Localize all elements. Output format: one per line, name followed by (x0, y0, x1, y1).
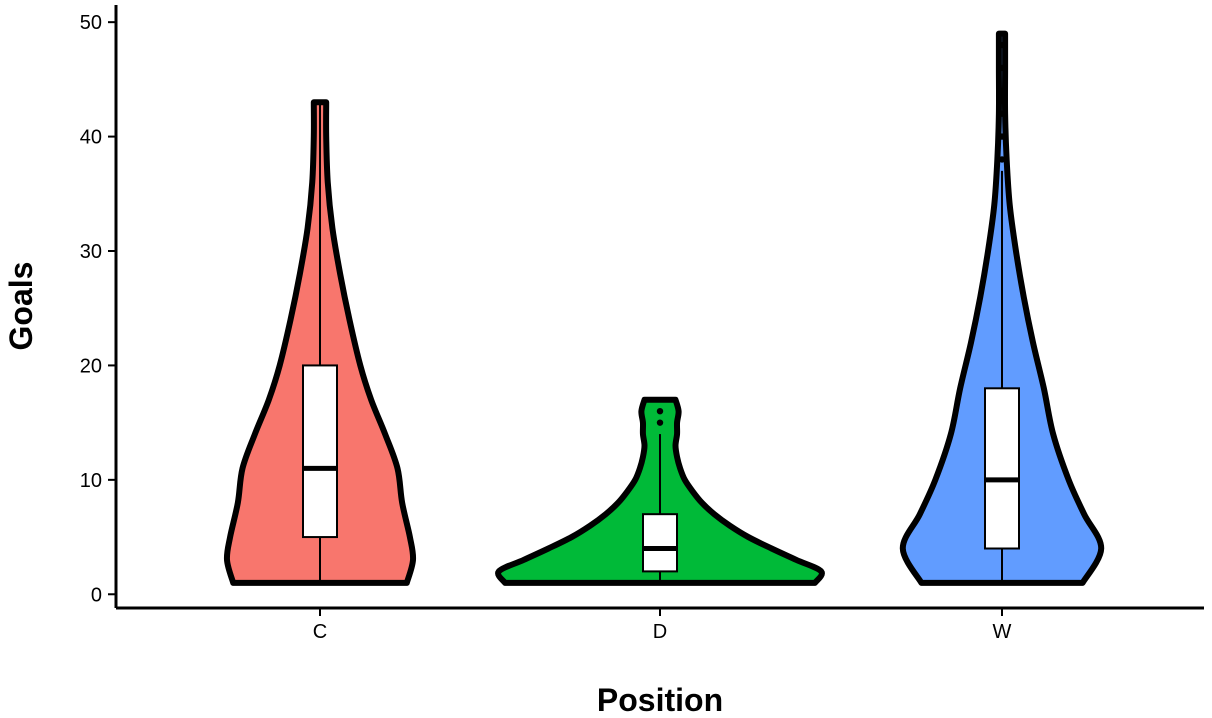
ticks: 0 10 20 30 40 50 C D W (80, 12, 1012, 643)
outlier-point (998, 110, 1006, 117)
y-tick-label: 30 (80, 241, 102, 263)
outlier-point (998, 41, 1006, 49)
outlier-point (998, 133, 1006, 140)
x-tick-label: C (313, 621, 327, 643)
outlier-point (998, 64, 1006, 72)
violin-group-C (223, 99, 417, 586)
y-tick-label: 0 (91, 584, 102, 606)
box-D (642, 513, 678, 573)
x-tick-label: W (993, 621, 1012, 643)
box-C (302, 364, 338, 539)
y-tick-label: 10 (80, 470, 102, 492)
violin-group-W (899, 30, 1105, 586)
y-axis-title: Goals (3, 262, 39, 351)
y-tick-label: 50 (80, 12, 102, 34)
outlier-point (656, 419, 664, 426)
y-tick-label: 20 (80, 355, 102, 377)
outlier-point (656, 407, 664, 415)
box-W (984, 387, 1020, 550)
plot-area (223, 30, 1105, 586)
y-tick-label: 40 (80, 127, 102, 149)
violin-group-D (495, 396, 825, 586)
x-axis-title: Position (597, 682, 723, 718)
outlier-point (998, 156, 1006, 163)
x-tick-label: D (653, 621, 667, 643)
outlier-point (998, 87, 1006, 95)
